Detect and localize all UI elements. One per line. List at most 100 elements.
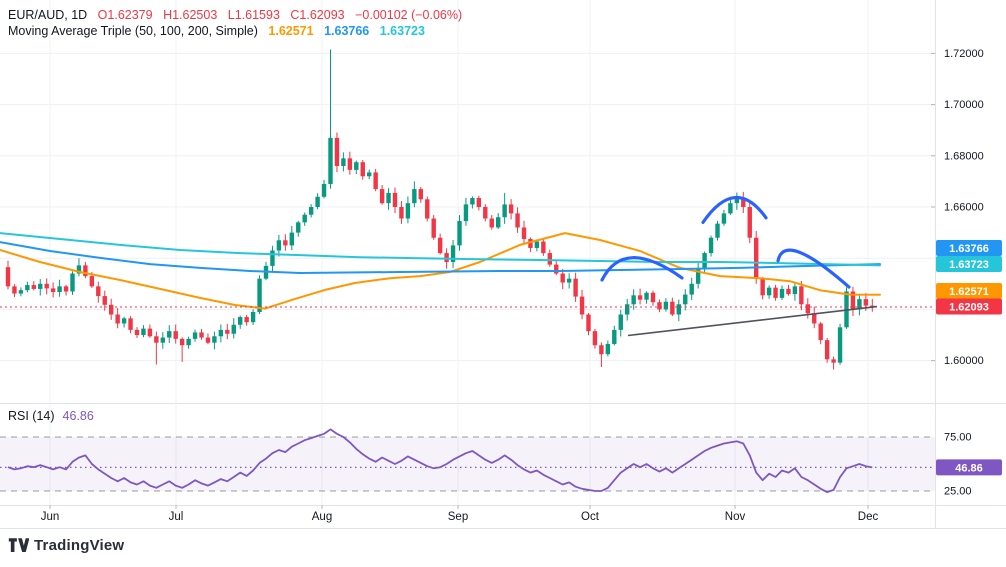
symbol-legend-row[interactable]: EUR/AUD, 1D O1.62379 H1.62503 L1.61593 C…: [8, 7, 469, 23]
rsi-legend-row[interactable]: RSI (14) 46.86: [8, 409, 94, 423]
candle-body: [470, 198, 475, 205]
candle-body: [250, 311, 256, 323]
candle-body: [728, 203, 733, 214]
tradingview-logo-icon: [8, 538, 29, 552]
candle-body: [586, 314, 591, 332]
candle-body: [218, 329, 224, 337]
rsi-plot-line: [7, 428, 873, 494]
candle-body: [50, 288, 56, 292]
candle-body: [708, 237, 714, 254]
candle-body: [676, 304, 681, 315]
candle-body: [573, 278, 578, 297]
candle-body: [521, 227, 527, 239]
candle-body: [824, 340, 830, 360]
candle-body: [160, 337, 165, 343]
candle-body: [109, 304, 114, 315]
rsi-value: 46.86: [62, 409, 94, 423]
candle-body: [25, 285, 30, 291]
candle-body: [425, 199, 430, 219]
candle-body: [386, 192, 391, 204]
candle-body: [354, 162, 359, 170]
candle-body: [128, 318, 133, 330]
chart-canvas[interactable]: 1.72000 1.70000 1.68000 1.66000 1.60000 75.00…: [0, 0, 1006, 530]
candle-body: [502, 204, 507, 218]
candle-body: [289, 232, 294, 246]
indicator-legend-row[interactable]: Moving Average Triple (50, 100, 200, Sim…: [8, 23, 469, 39]
candle-body: [302, 214, 307, 223]
candle-body: [592, 331, 598, 346]
candle-body: [296, 222, 301, 233]
candle-body: [328, 137, 333, 184]
candle-body: [238, 317, 243, 325]
candle-body: [670, 301, 675, 315]
candle-body: [379, 189, 385, 204]
candle-body: [489, 218, 494, 228]
candle-body: [444, 253, 449, 263]
candle-body: [173, 331, 178, 339]
candle-body: [760, 278, 765, 296]
candle-body: [347, 158, 353, 170]
candle-body: [631, 295, 636, 305]
candle-body: [360, 162, 365, 177]
candle-body: [554, 264, 559, 274]
time-axis-label: Sep: [448, 511, 468, 523]
candle-body: [831, 359, 836, 363]
price-axis-label: 1.68000: [944, 150, 984, 162]
candle-body: [657, 302, 662, 310]
candle-body: [747, 207, 752, 238]
candle-body: [334, 137, 340, 167]
candle-body: [392, 192, 398, 207]
candle-body: [57, 286, 62, 292]
price-badge-label: 1.63723: [949, 259, 989, 271]
candle-body: [276, 240, 282, 251]
candle-body: [367, 172, 372, 177]
rsi-axis-label: 75.00: [944, 432, 972, 444]
arc-drawing[interactable]: [776, 248, 851, 289]
price-axis-label: 1.66000: [944, 202, 984, 214]
price-badge: [936, 283, 1002, 299]
price-axis-label: 1.60000: [944, 355, 984, 367]
arc-drawing[interactable]: [701, 195, 768, 224]
candle-body: [734, 197, 740, 204]
candle-body: [399, 207, 404, 219]
candle-body: [870, 305, 875, 308]
price-badge: [936, 240, 1002, 256]
candle-body: [321, 183, 327, 197]
candle-body: [102, 296, 107, 305]
candle-body: [779, 288, 785, 298]
tradingview-logo[interactable]: TradingView: [8, 537, 124, 554]
candle-body: [5, 267, 11, 287]
candle-body: [199, 332, 204, 338]
candle-body: [179, 338, 185, 346]
candle-body: [547, 253, 552, 265]
candle-body: [70, 273, 75, 292]
price-axis-label: 1.72000: [944, 48, 984, 60]
candle-body: [134, 329, 140, 335]
ohlc-open: O1.62379: [97, 8, 153, 22]
candle-body: [186, 338, 191, 346]
indicator-title: Moving Average Triple (50, 100, 200, Sim…: [8, 24, 258, 38]
candle-body: [496, 217, 501, 228]
candle-body: [283, 240, 288, 246]
candle-body: [812, 313, 817, 324]
candle-body: [12, 286, 17, 294]
arc-drawing[interactable]: [600, 256, 684, 282]
candle-body: [463, 204, 469, 222]
price-badge-label: 1.62093: [949, 302, 989, 314]
candle-body: [418, 189, 423, 200]
main-legend[interactable]: EUR/AUD, 1D O1.62379 H1.62503 L1.61593 C…: [8, 7, 469, 39]
ohlc-high: H1.62503: [163, 8, 218, 22]
trendline-drawing[interactable]: [627, 305, 878, 337]
candle-body: [89, 276, 95, 287]
candle-body: [483, 207, 488, 219]
price-badge-label: 1.63766: [949, 243, 989, 255]
candle-body: [76, 265, 82, 274]
candle-body: [560, 273, 565, 283]
candle-body: [625, 304, 630, 315]
candle-body: [141, 328, 146, 335]
candle-body: [850, 291, 856, 310]
candle-body: [754, 237, 759, 279]
candle-body: [837, 327, 843, 363]
candle-body: [644, 292, 649, 300]
